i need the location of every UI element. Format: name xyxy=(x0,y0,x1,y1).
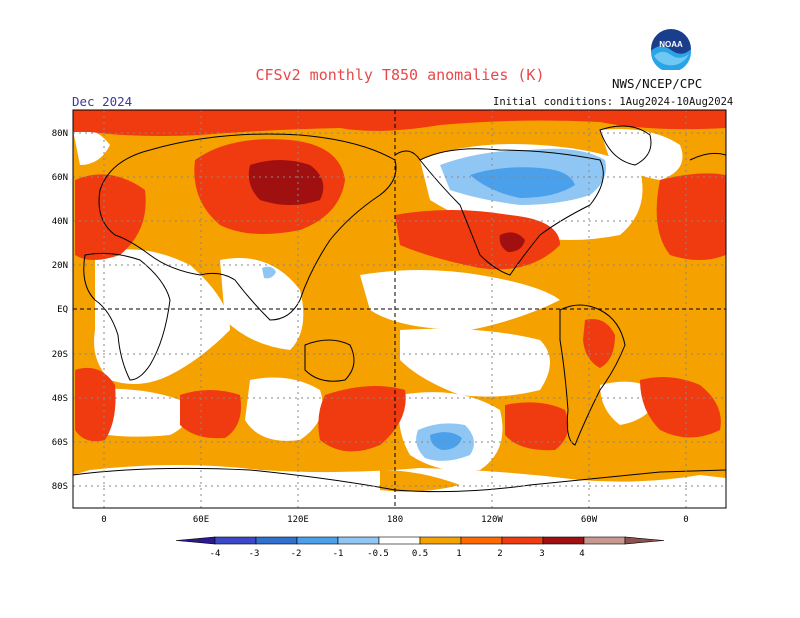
forecast-period-label: Dec 2024 xyxy=(72,94,133,109)
colorbar-bin xyxy=(378,536,421,545)
colorbar-label-minus3: -3 xyxy=(249,549,260,559)
svg-text:NOAA: NOAA xyxy=(659,40,683,49)
colorbar-label-3: 3 xyxy=(539,549,544,559)
colorbar-bin xyxy=(501,536,544,545)
lat-label-60n: 60N xyxy=(52,173,68,183)
lat-label-60s: 60S xyxy=(52,438,68,448)
chart-title: CFSv2 monthly T850 anomalies (K) xyxy=(255,66,545,84)
anomaly-field xyxy=(73,110,726,508)
colorbar-bin xyxy=(460,536,503,545)
colorbar-label-2: 2 xyxy=(497,549,502,559)
lat-label-40n: 40N xyxy=(52,217,68,227)
colorbar-label-minus4: -4 xyxy=(210,549,221,559)
lon-label-180: 180 xyxy=(387,515,403,525)
organization-label: NWS/NCEP/CPC xyxy=(612,76,703,91)
colorbar-label-0-5: 0.5 xyxy=(412,549,428,559)
colorbar xyxy=(175,536,665,545)
colorbar-bin xyxy=(214,536,257,545)
colorbar-bin xyxy=(337,536,380,545)
lon-label-0: 0 xyxy=(101,515,106,525)
lon-label-120e: 120E xyxy=(287,515,309,525)
initial-conditions-label: Initial conditions: 1Aug2024-10Aug2024 xyxy=(493,96,734,108)
longitude-labels: 0 60E 120E 180 120W 60W 0 xyxy=(101,515,688,525)
colorbar-label-minus2: -2 xyxy=(291,549,302,559)
colorbar-label-4: 4 xyxy=(579,549,584,559)
colorbar-bin xyxy=(255,536,298,545)
lon-label-120w: 120W xyxy=(481,515,503,525)
lon-label-60w: 60W xyxy=(581,515,598,525)
colorbar-label-1: 1 xyxy=(456,549,461,559)
colorbar-labels: -4 -3 -2 -1 -0.5 0.5 1 2 3 4 xyxy=(210,549,585,559)
colorbar-bin xyxy=(542,536,585,545)
lat-label-eq: EQ xyxy=(57,305,68,315)
lon-label-60e: 60E xyxy=(193,515,209,525)
lat-label-40s: 40S xyxy=(52,394,68,404)
colorbar-label-minus0-5: -0.5 xyxy=(367,549,389,559)
graticule xyxy=(73,110,726,508)
colorbar-arrow-high xyxy=(624,536,665,545)
reference-lines xyxy=(73,110,726,508)
plot-frame xyxy=(72,109,727,509)
colorbar-bin xyxy=(296,536,339,545)
colorbar-bin xyxy=(419,536,462,545)
lat-label-20s: 20S xyxy=(52,350,68,360)
colorbar-label-minus1: -1 xyxy=(333,549,344,559)
lon-label-0-east: 0 xyxy=(683,515,688,525)
coastlines xyxy=(73,125,726,493)
colorbar-arrow-low xyxy=(175,536,216,545)
noaa-logo: NOAA xyxy=(651,29,691,70)
lat-label-80s: 80S xyxy=(52,482,68,492)
latitude-labels: 80N 60N 40N 20N EQ 20S 40S 60S 80S xyxy=(52,129,68,492)
colorbar-bin xyxy=(583,536,626,545)
lat-label-20n: 20N xyxy=(52,261,68,271)
lat-label-80n: 80N xyxy=(52,129,68,139)
